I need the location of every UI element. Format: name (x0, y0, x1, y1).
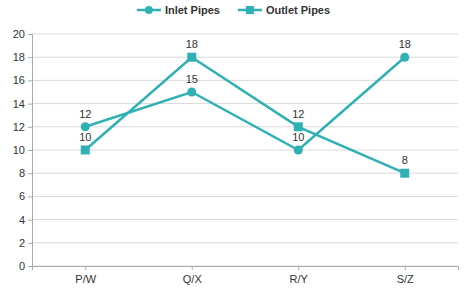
tick-label: 2 (19, 237, 25, 249)
marker (187, 53, 196, 62)
tick-mark (405, 266, 406, 270)
data-label: 12 (292, 108, 304, 120)
tick: 8 (19, 167, 32, 179)
tick: 14 (13, 98, 32, 110)
tick-label: 20 (13, 28, 25, 40)
grid-line (32, 34, 458, 35)
marker (81, 146, 90, 155)
grid-line (32, 126, 458, 127)
tick-label: 10 (13, 144, 25, 156)
tick-mark (28, 196, 32, 197)
legend: Inlet Pipes Outlet Pipes (137, 4, 330, 16)
tick: 20 (13, 28, 32, 40)
legend-marker (246, 6, 254, 14)
tick-mark (28, 80, 32, 81)
series-line (85, 57, 405, 150)
tick: Q/X (183, 266, 203, 285)
tick-mark (28, 220, 32, 221)
grid (32, 34, 458, 266)
marker (81, 122, 90, 131)
tick: 12 (13, 121, 32, 133)
data-label: 8 (402, 154, 408, 166)
tick-mark (28, 57, 32, 58)
y-axis: 0 2 4 6 8 10 12 14 16 18 20 (13, 28, 33, 272)
grid-line (32, 57, 458, 58)
data-labels: 12 15 10 18 10 18 12 8 (79, 38, 411, 166)
tick-mark (28, 266, 32, 267)
grid-line (32, 219, 458, 220)
data-label: 15 (186, 73, 198, 85)
tick-label: 12 (13, 121, 25, 133)
data-label: 12 (79, 108, 91, 120)
tick: 16 (13, 74, 32, 86)
data-label: 18 (399, 38, 411, 50)
tick-mark (85, 266, 86, 270)
tick-mark (28, 34, 32, 35)
marker (400, 53, 409, 62)
marker (187, 88, 196, 97)
tick: 2 (19, 237, 32, 249)
grid-line (32, 196, 458, 197)
tick: 0 (19, 260, 32, 272)
tick-label: 4 (19, 214, 25, 226)
tick: 18 (13, 51, 32, 63)
marker (400, 169, 409, 178)
legend-marker (145, 6, 153, 14)
chart: 02468101214161820P/WQ/XR/YS/Z12151018101… (0, 0, 467, 294)
tick-mark (28, 243, 32, 244)
series-line (85, 57, 405, 173)
legend-item: Outlet Pipes (238, 4, 330, 16)
tick-label: P/W (75, 273, 96, 285)
tick-label: S/Z (397, 273, 414, 285)
tick-label: 14 (13, 98, 25, 110)
tick-mark (28, 173, 32, 174)
tick-mark (192, 266, 193, 270)
data-label: 18 (186, 38, 198, 50)
tick-label: 18 (13, 51, 25, 63)
tick-label: 6 (19, 190, 25, 202)
tick-mark (28, 127, 32, 128)
tick-label: 16 (13, 74, 25, 86)
tick: 4 (19, 214, 32, 226)
tick: 10 (13, 144, 32, 156)
tick-label: R/Y (290, 273, 309, 285)
legend-label: Outlet Pipes (266, 4, 330, 16)
x-axis: P/W Q/X R/Y S/Z (33, 266, 459, 285)
plot-area (81, 53, 410, 178)
axis-line (33, 267, 459, 271)
marker (294, 146, 303, 155)
tick: R/Y (290, 266, 309, 285)
axis-line (28, 35, 33, 267)
legend-label: Inlet Pipes (165, 4, 220, 16)
grid-line (32, 150, 458, 151)
grid-line (32, 173, 458, 174)
marker (294, 122, 303, 131)
tick-label: 0 (19, 260, 25, 272)
tick-mark (28, 104, 32, 105)
tick-label: 8 (19, 167, 25, 179)
grid-line (32, 80, 458, 81)
tick-label: Q/X (183, 273, 203, 285)
legend-item: Inlet Pipes (137, 4, 220, 16)
grid-line (32, 242, 458, 243)
tick: P/W (75, 266, 96, 285)
data-label: 10 (79, 131, 91, 143)
data-label: 10 (292, 131, 304, 143)
tick-mark (298, 266, 299, 270)
tick: S/Z (397, 266, 414, 285)
tick: 6 (19, 190, 32, 202)
tick-mark (28, 150, 32, 151)
grid-line (32, 103, 458, 104)
